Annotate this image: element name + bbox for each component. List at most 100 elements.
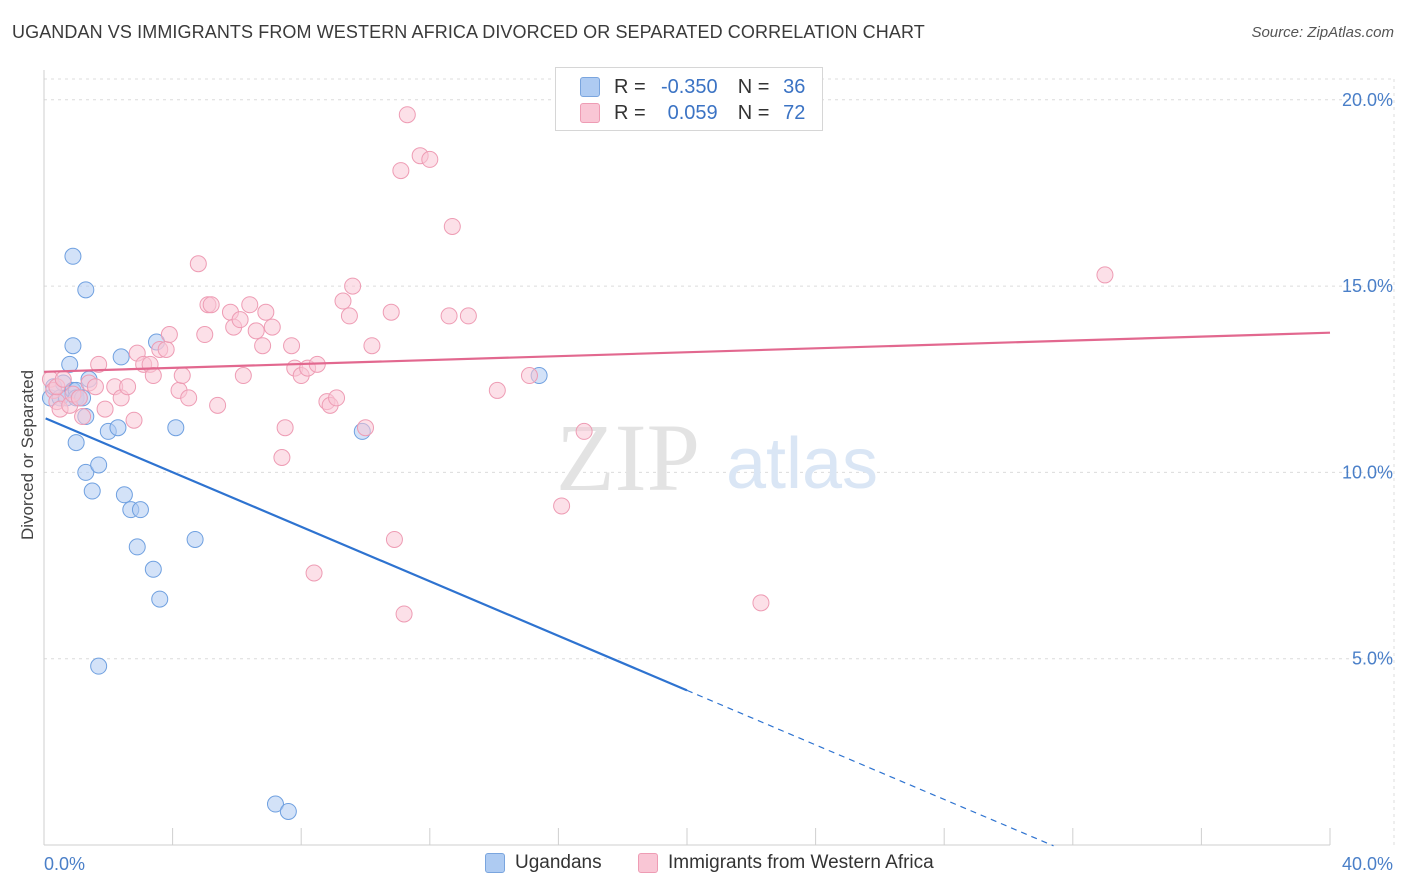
point-ugandans (64, 337, 82, 355)
point-western-africa (392, 162, 410, 180)
data-points (41, 106, 1114, 820)
point-western-africa (421, 150, 439, 168)
point-western-africa (553, 497, 571, 515)
point-western-africa (443, 217, 461, 235)
point-western-africa (334, 292, 352, 310)
legend-swatch-western-africa (638, 853, 658, 873)
point-ugandans (112, 348, 130, 366)
n-value: 36 (783, 75, 806, 98)
point-western-africa (119, 378, 137, 396)
point-western-africa (363, 337, 381, 355)
watermark-atlas: atlas (726, 424, 878, 504)
point-ugandans (109, 419, 127, 437)
point-western-africa (173, 367, 191, 385)
point-western-africa (273, 449, 291, 466)
y-tick-label: 10.0% (1342, 462, 1393, 482)
trend-line-ugandans-extension (686, 689, 1054, 847)
point-western-africa (234, 367, 252, 385)
point-western-africa (144, 367, 162, 385)
watermark-zip: ZIP (556, 404, 700, 511)
point-western-africa (488, 381, 506, 399)
legend-swatch-western-africa (580, 103, 600, 123)
point-western-africa (340, 307, 358, 325)
point-ugandans (266, 795, 284, 813)
n-label: N = (737, 75, 770, 98)
point-western-africa (357, 419, 374, 437)
legend-item-ugandans[interactable]: Ugandans (485, 852, 602, 874)
point-western-africa (440, 307, 458, 325)
legend-label-western-africa: Immigrants from Western Africa (668, 852, 934, 873)
legend-label-ugandans: Ugandans (515, 852, 602, 873)
axes (43, 70, 1331, 846)
point-western-africa (247, 322, 265, 340)
point-western-africa (70, 389, 88, 407)
point-ugandans (186, 530, 204, 548)
point-ugandans (167, 419, 185, 437)
point-western-africa (382, 303, 400, 321)
point-western-africa (90, 355, 108, 373)
point-western-africa (305, 564, 323, 582)
point-western-africa (125, 411, 143, 429)
point-western-africa (196, 326, 214, 344)
trend-line-western-africa (43, 331, 1331, 373)
gridlines (44, 78, 1395, 845)
n-label: N = (737, 101, 770, 124)
trend-line-ugandans (45, 417, 688, 692)
point-western-africa (283, 337, 301, 355)
point-western-africa (180, 389, 198, 407)
point-western-africa (54, 370, 72, 388)
point-ugandans (61, 355, 79, 373)
point-western-africa (209, 396, 227, 414)
point-western-africa (74, 408, 92, 426)
y-tick-labels: 5.0% 10.0% 15.0% 20.0% (1342, 90, 1393, 669)
point-western-africa (96, 400, 114, 418)
chart-title: UGANDAN VS IMMIGRANTS FROM WESTERN AFRIC… (12, 22, 925, 42)
series-legend: Ugandans Immigrants from Western Africa (0, 852, 1406, 878)
point-ugandans (144, 560, 162, 578)
point-western-africa (202, 296, 220, 314)
x-tick-labels: 0.0% 40.0% (44, 854, 1393, 874)
point-ugandans (128, 538, 146, 556)
stats-legend-row-ugandans: R = -0.350 N = 36 (580, 75, 805, 99)
point-western-africa (575, 422, 593, 440)
point-western-africa (344, 277, 362, 295)
stats-legend: R = -0.350 N = 36 R = 0.059 N = 72 (555, 67, 823, 131)
legend-item-western-africa[interactable]: Immigrants from Western Africa (638, 852, 934, 874)
point-western-africa (157, 340, 175, 358)
point-western-africa (752, 594, 770, 612)
point-western-africa (254, 337, 272, 355)
y-axis-label: Divorced or Separated (18, 370, 37, 540)
point-western-africa (276, 419, 294, 437)
r-label: R = (614, 75, 646, 98)
trend-lines (43, 331, 1331, 847)
r-value: -0.350 (660, 75, 718, 98)
watermark: ZIP atlas (556, 404, 878, 511)
y-tick-label: 20.0% (1342, 90, 1393, 110)
point-western-africa (398, 106, 416, 124)
r-value: 0.059 (667, 101, 718, 124)
point-western-africa (520, 367, 538, 385)
chart-source: Source: ZipAtlas.com (1251, 24, 1394, 41)
point-western-africa (459, 307, 477, 325)
point-western-africa (160, 326, 178, 344)
x-tick-label: 40.0% (1342, 854, 1393, 874)
point-western-africa (189, 255, 207, 273)
point-ugandans (83, 482, 101, 500)
point-western-africa (1096, 266, 1114, 284)
point-western-africa (231, 311, 249, 329)
point-ugandans (64, 247, 82, 265)
n-value: 72 (783, 101, 806, 124)
point-western-africa (241, 296, 259, 314)
point-western-africa (328, 389, 346, 407)
r-label: R = (614, 101, 646, 124)
point-ugandans (279, 802, 297, 820)
point-ugandans (77, 463, 95, 481)
y-tick-label: 5.0% (1352, 649, 1393, 669)
point-western-africa (385, 530, 403, 548)
x-tick-label: 0.0% (44, 854, 85, 874)
stats-legend-row-western-africa: R = 0.059 N = 72 (580, 101, 805, 125)
point-ugandans (90, 657, 108, 675)
point-western-africa (86, 378, 104, 396)
point-ugandans (131, 501, 149, 519)
